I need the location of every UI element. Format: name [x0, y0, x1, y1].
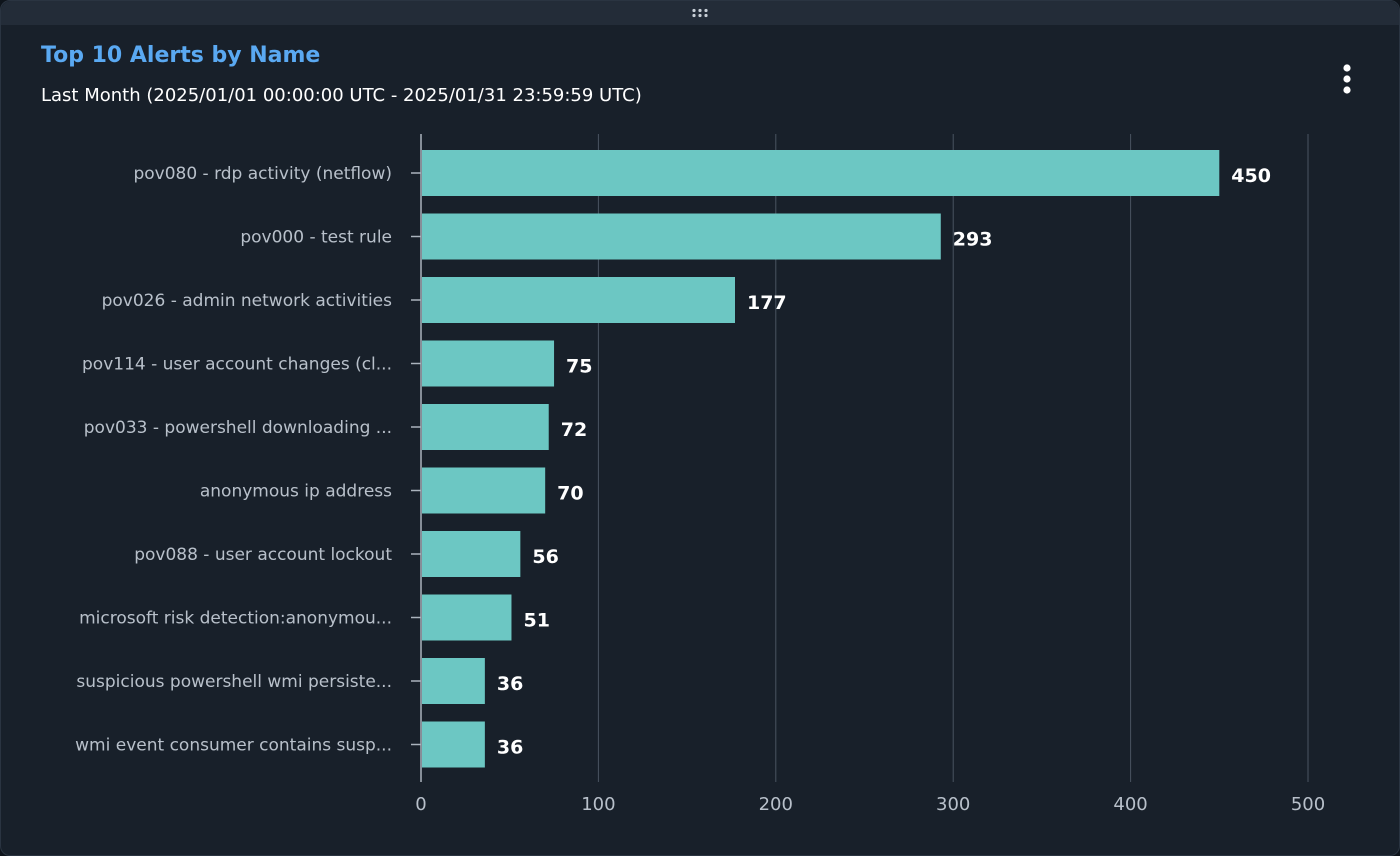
bar	[422, 531, 521, 577]
drag-handle-icon	[692, 8, 708, 18]
x-tick-label: 500	[1291, 794, 1325, 815]
category-label: pov033 - powershell downloading ...	[84, 418, 392, 438]
data-label: 36	[497, 737, 523, 759]
drag-handle[interactable]	[1, 1, 1399, 25]
x-tick-label: 100	[581, 794, 615, 815]
bar	[422, 721, 485, 768]
x-tick-label: 200	[759, 794, 793, 815]
data-label: 293	[953, 229, 993, 251]
more-vertical-icon	[1343, 64, 1351, 94]
bar	[422, 467, 546, 514]
data-label: 177	[747, 292, 787, 314]
x-tick-label: 400	[1113, 794, 1147, 815]
category-label: microsoft risk detection:anonymou...	[79, 609, 392, 629]
data-label: 75	[566, 356, 592, 378]
x-tick-label: 0	[415, 794, 426, 815]
bar	[422, 277, 735, 323]
chart-title: Top 10 Alerts by Name	[41, 43, 321, 68]
category-label: pov080 - rdp activity (netflow)	[133, 164, 392, 184]
category-label: wmi event consumer contains susp...	[75, 736, 392, 756]
category-label: pov000 - test rule	[240, 228, 392, 248]
data-label: 450	[1231, 165, 1271, 187]
data-label: 36	[497, 673, 523, 695]
bar	[422, 658, 485, 704]
data-label: 56	[532, 546, 558, 568]
category-label: anonymous ip address	[200, 482, 392, 502]
data-label: 70	[557, 483, 583, 505]
bar	[422, 404, 549, 450]
bar	[422, 340, 555, 387]
data-label: 51	[523, 610, 549, 632]
more-options-button[interactable]	[1333, 63, 1361, 97]
bar	[422, 594, 512, 641]
category-label: pov026 - admin network activities	[102, 291, 393, 311]
category-label: suspicious powershell wmi persiste...	[76, 672, 392, 692]
data-label: 72	[561, 419, 587, 441]
x-tick-label: 300	[936, 794, 970, 815]
category-label: pov114 - user account changes (cl...	[82, 355, 392, 375]
bar	[422, 150, 1220, 196]
category-label: pov088 - user account lockout	[134, 545, 392, 565]
bar	[422, 213, 941, 260]
chart-subtitle: Last Month (2025/01/01 00:00:00 UTC - 20…	[41, 85, 642, 106]
